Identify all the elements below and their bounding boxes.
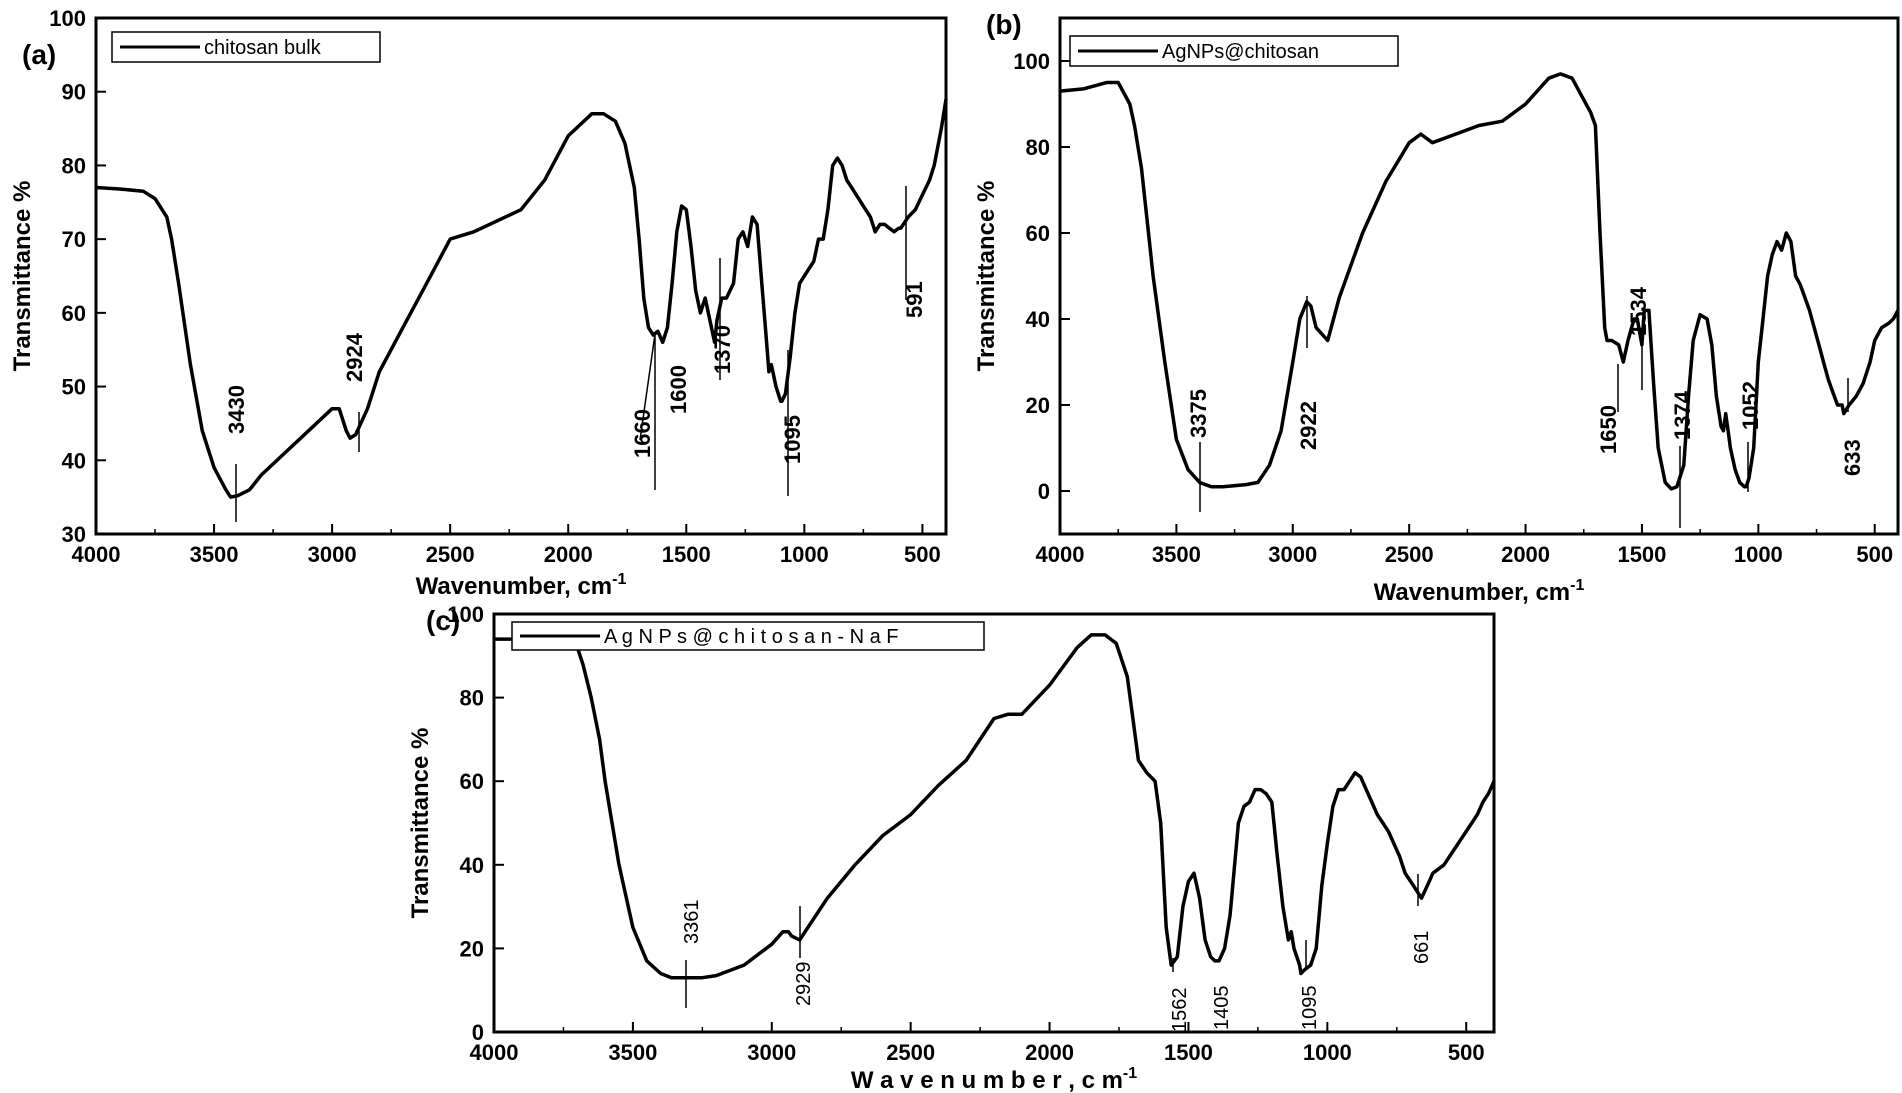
peak-label: 1052 — [1738, 381, 1763, 430]
y-axis-title: Transmittance % — [973, 181, 1000, 372]
panel-c: 4000 3500 3000 2500 2000 1500 1000 500 0 20 40 60 80… — [407, 602, 1496, 1093]
peak-label: 2924 — [342, 332, 367, 382]
panel-letter: (b) — [986, 9, 1022, 40]
peak-label: 633 — [1840, 439, 1865, 476]
x-tick-label: 1000 — [1734, 542, 1783, 567]
y-tick-label: 90 — [62, 80, 86, 105]
x-tick-label: 2000 — [1025, 1040, 1074, 1065]
x-axis-title: Wavenumber, cm-1 — [1374, 577, 1585, 606]
panel-letter: (c) — [426, 605, 460, 636]
y-tick-label: 100 — [447, 602, 484, 627]
y-tick-label: 100 — [1013, 49, 1050, 74]
x-tick-label: 2500 — [886, 1040, 935, 1065]
peak-label: 1095 — [1299, 986, 1321, 1031]
peak-label: 1405 — [1211, 986, 1233, 1031]
x-tick-label: 1000 — [780, 542, 829, 567]
x-tick-label: 1500 — [662, 542, 711, 567]
spectrum-line — [1059, 72, 1900, 491]
panel-a: 4000 3500 3000 2500 2000 1500 1000 500 30 40 50 60 7… — [9, 6, 948, 600]
y-tick-label: 20 — [460, 936, 484, 961]
y-axis-title: Transmittance % — [407, 728, 434, 919]
y-tick-label: 0 — [472, 1020, 484, 1045]
x-tick-label: 2000 — [544, 542, 593, 567]
x-axis-title-superscript: -1 — [612, 571, 626, 588]
peak-label: 661 — [1411, 931, 1433, 964]
y-tick-label: 80 — [62, 153, 86, 178]
peak-label: 1374 — [1670, 390, 1695, 440]
x-tick-label: 500 — [904, 542, 941, 567]
y-tick-label: 80 — [1026, 135, 1050, 160]
x-tick-label: 2500 — [426, 542, 475, 567]
y-tick-label: 100 — [49, 6, 86, 31]
y-tick-label: 80 — [460, 686, 484, 711]
x-tick-label: 2000 — [1501, 542, 1550, 567]
x-tick-label: 4000 — [72, 542, 121, 567]
peak-label: 1600 — [666, 365, 691, 414]
peak-label: 3375 — [1186, 389, 1211, 438]
y-tick-label: 20 — [1026, 393, 1050, 418]
x-tick-label: 3500 — [1152, 542, 1201, 567]
peak-label: 3430 — [224, 385, 249, 434]
x-axis-title-superscript: -1 — [1123, 1065, 1137, 1082]
y-tick-label: 50 — [62, 375, 86, 400]
x-tick-label: 500 — [1856, 542, 1893, 567]
y-tick-label: 70 — [62, 227, 86, 252]
y-tick-label: 60 — [460, 769, 484, 794]
legend-entry: chitosan bulk — [204, 37, 322, 59]
peak-label: 2929 — [793, 962, 815, 1007]
x-axis-title-superscript: -1 — [1570, 577, 1584, 594]
peak-leader — [639, 333, 656, 441]
y-axis-title: Transmittance % — [9, 181, 36, 372]
y-tick-label: 60 — [62, 301, 86, 326]
x-tick-label: 3000 — [308, 542, 357, 567]
x-tick-label: 4000 — [1036, 542, 1085, 567]
x-tick-label: 3500 — [190, 542, 239, 567]
x-tick-label: 4000 — [470, 1040, 519, 1065]
peak-label: 1370 — [710, 325, 735, 374]
x-axis-title: W a v e n u m b e r , c m-1 — [851, 1065, 1137, 1093]
peak-label: 1534 — [1626, 286, 1651, 336]
peak-label: 591 — [902, 281, 927, 318]
x-tick-label: 1500 — [1617, 542, 1666, 567]
spectrum-line — [494, 633, 1496, 980]
x-tick-label: 1500 — [1164, 1040, 1213, 1065]
plot-frame — [1058, 16, 1900, 536]
x-axis-title: Wavenumber, cm-1 — [416, 571, 627, 600]
x-tick-label: 1000 — [1303, 1040, 1352, 1065]
x-tick-label: 500 — [1448, 1040, 1485, 1065]
legend: chitosan bulk — [111, 31, 381, 63]
legend-entry: AgNPs@chitosan — [1162, 41, 1319, 63]
peak-label: 1562 — [1169, 988, 1191, 1033]
peak-label: 1650 — [1596, 405, 1621, 454]
panel-letter: (a) — [22, 39, 56, 70]
panel-b: 4000 3500 3000 2500 2000 1500 1000 500 0 20 40 60 80… — [973, 9, 1900, 606]
y-tick-label: 0 — [1038, 479, 1050, 504]
y-tick-label: 40 — [62, 448, 86, 473]
peak-label: 2922 — [1296, 401, 1321, 450]
legend-entry: A g N P s @ c h i t o s a n - N a F — [604, 626, 898, 648]
y-tick-label: 40 — [460, 853, 484, 878]
spectrum-line — [95, 98, 948, 499]
legend: A g N P s @ c h i t o s a n - N a F — [511, 621, 985, 651]
peak-label: 1660 — [630, 409, 655, 458]
x-tick-label: 3000 — [1268, 542, 1317, 567]
plot-frame — [492, 612, 1496, 1034]
y-tick-label: 60 — [1026, 221, 1050, 246]
x-tick-label: 2500 — [1385, 542, 1434, 567]
legend: AgNPs@chitosan — [1069, 35, 1399, 67]
x-tick-label: 3000 — [747, 1040, 796, 1065]
peak-label: 1095 — [780, 415, 805, 464]
peak-label: 3361 — [681, 900, 703, 945]
y-tick-label: 30 — [62, 522, 86, 547]
y-tick-label: 40 — [1026, 307, 1050, 332]
x-tick-label: 3500 — [608, 1040, 657, 1065]
plot-frame — [94, 16, 948, 536]
